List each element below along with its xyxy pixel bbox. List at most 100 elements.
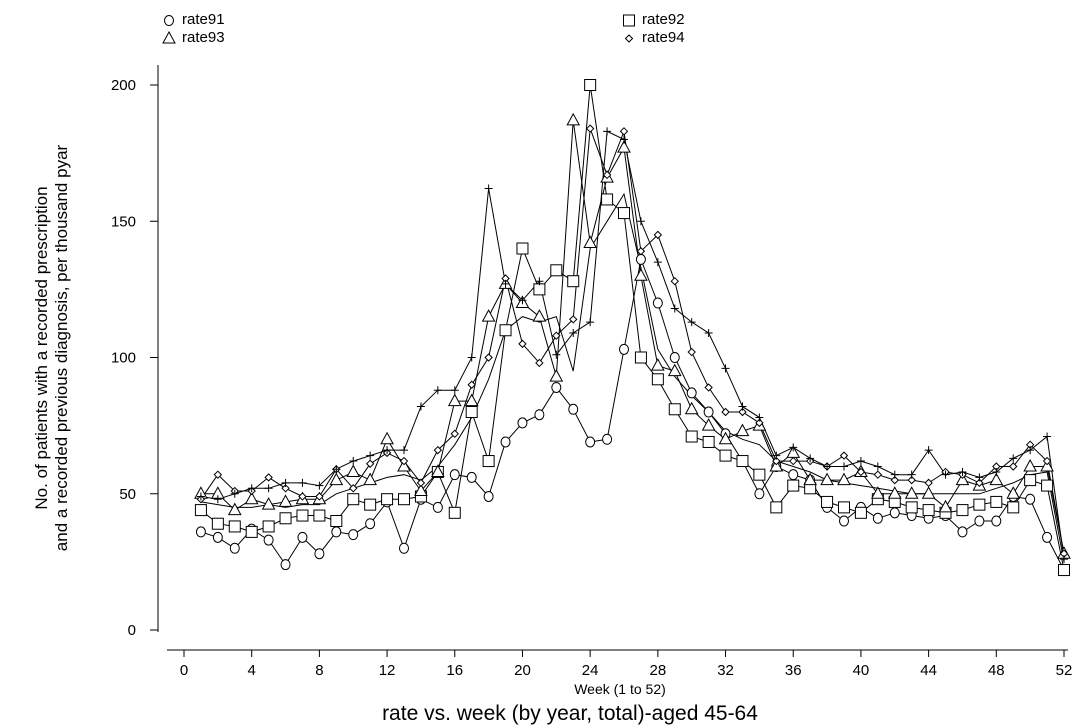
data-point-rate94: [552, 331, 561, 340]
series-line-rate92: [200, 84, 1065, 571]
data-point-rate95: [433, 386, 442, 395]
data-point-rate94: [585, 124, 595, 133]
data-point-rate95: [873, 462, 882, 471]
legend-marker-diamond-icon: [624, 34, 634, 43]
data-point-rate94: [399, 456, 409, 466]
y-tick-label: 150: [111, 213, 136, 230]
data-point-rate95: [856, 457, 865, 466]
data-point-rate93: [617, 140, 631, 153]
data-point-rate91: [1025, 493, 1036, 505]
data-point-rate94: [416, 478, 426, 488]
series-line-rate94: [200, 128, 1065, 554]
x-tick-label: 40: [853, 662, 870, 679]
data-point-rate91: [432, 501, 443, 513]
data-point-rate95: [823, 462, 832, 471]
data-point-rate93: [244, 491, 259, 505]
data-point-rate94: [907, 475, 916, 485]
data-point-rate92: [973, 498, 986, 511]
data-point-rate92: [279, 512, 292, 525]
data-point-rate94: [518, 339, 527, 349]
data-point-rate95: [569, 328, 578, 337]
legend-label: rate94: [642, 29, 685, 46]
data-point-rate92: [668, 403, 681, 416]
data-point-rate95: [247, 484, 256, 493]
legend-item-rate91: rate91: [162, 12, 225, 28]
data-point-rate95: [366, 451, 375, 460]
data-point-rate94: [856, 467, 866, 477]
data-point-rate93: [989, 472, 1004, 486]
data-point-rate95: [484, 184, 493, 193]
legend-label: rate92: [642, 11, 685, 28]
data-point-rate94: [213, 470, 223, 479]
data-point-rate93: [837, 472, 851, 486]
data-point-rate95: [755, 413, 764, 422]
data-point-rate94: [349, 484, 358, 493]
legend-marker-triangle-icon: [162, 31, 176, 44]
x-tick-label: 36: [785, 662, 802, 679]
data-point-rate92: [922, 504, 935, 517]
legend-label: rate91: [182, 11, 225, 28]
data-point-rate92: [567, 275, 580, 288]
data-point-rate95: [958, 467, 967, 476]
data-point-rate91: [551, 381, 562, 393]
data-point-rate93: [363, 472, 377, 486]
series-layer: [194, 79, 1071, 577]
data-point-rate95: [315, 481, 324, 490]
data-point-rate92: [533, 283, 546, 296]
x-tick-label: 28: [650, 662, 667, 679]
data-point-rate94: [704, 383, 713, 392]
data-point-rate94: [975, 478, 984, 488]
data-point-rate92: [499, 324, 512, 337]
data-point-rate95: [450, 386, 459, 395]
data-point-rate91: [602, 433, 613, 445]
data-point-rate92: [787, 479, 800, 492]
data-point-rate93: [380, 431, 394, 445]
data-point-rate92: [956, 504, 969, 517]
data-point-rate91: [466, 471, 477, 483]
data-point-rate91: [534, 409, 545, 421]
data-point-rate92: [736, 455, 749, 468]
y-tick-label: 200: [111, 77, 136, 94]
data-point-rate95: [1009, 454, 1018, 463]
data-point-rate95: [332, 465, 341, 474]
data-point-rate93: [1023, 458, 1037, 472]
data-point-rate91: [449, 469, 460, 481]
data-point-rate92: [330, 515, 343, 527]
y-tick-label: 100: [111, 350, 136, 367]
data-point-rate92: [854, 506, 867, 519]
data-point-rate92: [1058, 564, 1070, 577]
data-point-rate94: [619, 127, 629, 136]
data-point-rate93: [1006, 486, 1021, 499]
y-axis-label-line1: No. of patients with a recorded prescrip…: [32, 186, 51, 510]
data-point-rate93: [532, 309, 547, 322]
data-point-rate94: [687, 347, 696, 357]
data-point-rate94: [281, 484, 290, 493]
data-point-rate92: [905, 501, 918, 514]
data-point-rate95: [704, 328, 713, 337]
data-point-rate91: [872, 512, 883, 524]
data-point-rate94: [484, 353, 493, 362]
data-point-rate94: [772, 456, 781, 466]
data-point-rate93: [718, 431, 733, 445]
data-point-rate94: [890, 475, 899, 485]
series-line-rate91: [200, 257, 1065, 571]
data-point-rate93: [278, 494, 293, 507]
data-point-rate91: [991, 515, 1002, 527]
data-point-rate93: [397, 458, 411, 472]
data-point-rate95: [738, 402, 747, 411]
data-point-rate95: [1026, 446, 1035, 455]
data-point-rate94: [315, 492, 324, 501]
data-point-rate93: [938, 499, 953, 513]
data-point-rate93: [261, 497, 276, 510]
legend-triangle-icon: [162, 31, 176, 44]
data-point-rate95: [941, 470, 950, 479]
data-point-rate94: [839, 451, 849, 460]
data-point-rate93: [803, 472, 817, 486]
data-point-rate94: [467, 380, 476, 389]
legend-item-rate94: rate94: [622, 30, 685, 46]
data-point-rate94: [450, 429, 459, 439]
data-point-rate91: [788, 469, 799, 481]
data-point-rate93: [346, 464, 361, 477]
data-point-rate93: [1040, 458, 1054, 472]
data-point-rate94: [789, 456, 798, 466]
